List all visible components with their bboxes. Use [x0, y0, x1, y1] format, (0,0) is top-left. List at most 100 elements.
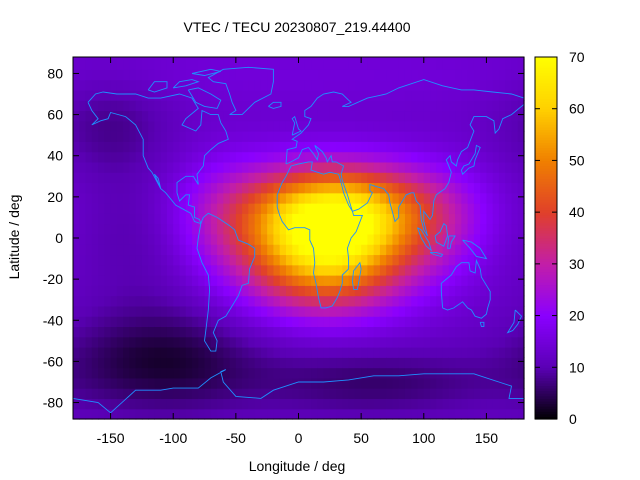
heatmap-cell — [392, 316, 400, 328]
heatmap-cell — [160, 233, 168, 245]
heatmap-cell — [148, 388, 156, 400]
heatmap-cell — [104, 151, 112, 163]
heatmap-cell — [436, 172, 444, 184]
heatmap-cell — [304, 69, 312, 81]
heatmap-cell — [217, 377, 224, 389]
heatmap-cell — [442, 161, 450, 173]
colorbar-swatch — [535, 263, 557, 268]
heatmap-cell — [492, 305, 500, 317]
heatmap-cell — [442, 408, 450, 420]
heatmap-cell — [398, 192, 406, 204]
heatmap-cell — [342, 367, 350, 379]
heatmap-cell — [298, 57, 306, 60]
heatmap-cell — [98, 203, 105, 214]
heatmap-cell — [154, 305, 162, 317]
heatmap-cell — [79, 305, 87, 317]
heatmap-cell — [517, 89, 525, 101]
heatmap-cell — [404, 89, 412, 101]
heatmap-cell — [461, 233, 469, 245]
heatmap-cell — [367, 244, 375, 256]
heatmap-cell — [91, 182, 99, 194]
heatmap-cell — [329, 203, 337, 214]
heatmap-cell — [304, 203, 312, 214]
heatmap-cell — [285, 408, 293, 420]
heatmap-cell — [317, 172, 325, 184]
heatmap-cell — [217, 120, 224, 132]
heatmap-cell — [336, 408, 343, 420]
heatmap-cell — [430, 161, 437, 173]
heatmap-cell — [73, 305, 80, 317]
heatmap-cell — [411, 408, 419, 420]
heatmap-cell — [166, 398, 174, 410]
heatmap-cell — [448, 89, 456, 101]
heatmap-cell — [79, 285, 87, 297]
heatmap-cell — [486, 89, 494, 101]
heatmap-cell — [398, 357, 406, 369]
heatmap-cell — [461, 326, 469, 338]
coastline — [291, 115, 302, 136]
colorbar-swatch — [535, 111, 557, 115]
heatmap-cell — [104, 285, 112, 297]
heatmap-cell — [91, 172, 99, 184]
heatmap-cell — [423, 388, 431, 400]
heatmap-cell — [329, 254, 337, 266]
colorbar-tick-label: 0 — [569, 411, 577, 427]
heatmap-cell — [423, 203, 431, 214]
heatmap-cell — [185, 120, 193, 132]
heatmap-cell — [298, 388, 306, 400]
heatmap-cell — [436, 89, 444, 101]
heatmap-cell — [461, 151, 469, 163]
heatmap-cell — [79, 347, 87, 358]
heatmap-cell — [141, 388, 149, 400]
heatmap-cell — [486, 131, 494, 142]
heatmap-cell — [336, 326, 343, 338]
heatmap-cell — [354, 89, 362, 101]
heatmap-cell — [285, 79, 293, 91]
heatmap-cell — [423, 141, 431, 153]
heatmap-cell — [511, 264, 519, 276]
heatmap-cell — [110, 398, 118, 410]
heatmap-cell — [317, 151, 325, 163]
heatmap-cell — [480, 100, 488, 112]
heatmap-cell — [98, 161, 105, 173]
heatmap-cell — [517, 79, 525, 91]
heatmap-cell — [260, 326, 268, 338]
heatmap-cell — [192, 57, 199, 60]
heatmap-cell — [430, 244, 437, 256]
colorbar-swatch — [535, 318, 557, 322]
heatmap-cell — [279, 213, 287, 225]
heatmap-cell — [185, 264, 193, 276]
heatmap-cell — [379, 141, 387, 153]
heatmap-cell — [285, 285, 293, 297]
heatmap-cell — [279, 223, 287, 235]
heatmap-cell — [317, 79, 325, 91]
heatmap-cell — [361, 110, 368, 122]
heatmap-cell — [173, 398, 181, 410]
heatmap-cell — [486, 57, 494, 60]
heatmap-cell — [398, 275, 406, 286]
heatmap-cell — [73, 357, 80, 369]
heatmap-cell — [223, 377, 231, 389]
heatmap-cell — [298, 182, 306, 194]
heatmap-cell — [248, 357, 256, 369]
heatmap-cell — [292, 89, 300, 101]
heatmap-cell — [430, 120, 437, 132]
heatmap-cell — [198, 131, 206, 142]
heatmap-cell — [166, 223, 174, 235]
heatmap-cell — [392, 398, 400, 410]
heatmap-cell — [166, 131, 174, 142]
heatmap-cell — [323, 89, 331, 101]
heatmap-cell — [248, 244, 256, 256]
heatmap-cell — [110, 100, 118, 112]
heatmap-cell — [173, 203, 181, 214]
colorbar-swatch — [535, 194, 557, 198]
heatmap-cell — [260, 398, 268, 410]
heatmap-cell — [480, 151, 488, 163]
heatmap-cell — [85, 408, 93, 420]
heatmap-cell — [404, 120, 412, 132]
heatmap-cell — [361, 254, 368, 266]
heatmap-cell — [498, 141, 506, 153]
heatmap-cell — [141, 326, 149, 338]
heatmap-cell — [311, 110, 318, 122]
heatmap-cell — [329, 336, 337, 348]
